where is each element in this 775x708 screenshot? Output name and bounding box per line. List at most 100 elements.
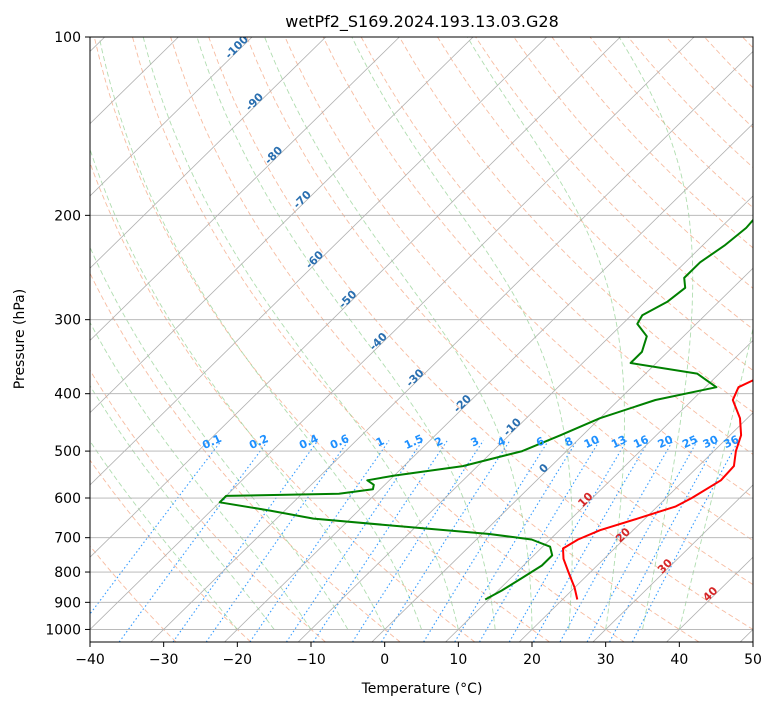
y-tick-label: 1000 <box>45 622 81 638</box>
mixing-ratio-label: 25 <box>680 433 699 451</box>
isotherm-label: -40 <box>367 330 390 353</box>
mixing-ratio-line <box>454 440 578 642</box>
isotherm-line <box>371 267 753 642</box>
isotherm-line <box>90 37 400 342</box>
mixing-ratio-line <box>285 440 424 642</box>
y-axis: 100 200 300 400 500 600 700 800 900 1000 <box>45 30 90 638</box>
mixing-ratio-line <box>90 440 222 615</box>
isotherm-line <box>224 123 753 642</box>
series-layer <box>218 218 753 601</box>
dry-adiabat-line <box>90 545 177 642</box>
isotherm-label: -50 <box>336 288 359 311</box>
y-tick-label: 300 <box>54 313 81 329</box>
dry-adiabat-line <box>475 37 753 330</box>
y-tick-label: 600 <box>54 491 81 507</box>
mixing-ratio-line <box>479 440 600 642</box>
dry-adiabat-line <box>399 37 753 413</box>
isotherm-line <box>150 50 753 642</box>
mixing-ratio-line <box>533 440 650 642</box>
isotherm-label: 30 <box>655 556 675 576</box>
dry-adiabat-line <box>90 161 476 642</box>
mixing-ratio-label: 30 <box>701 433 721 451</box>
mixing-ratio-line <box>508 440 628 642</box>
mixing-ratio-label: 16 <box>631 433 651 451</box>
x-axis-label: Temperature (°C) <box>361 681 483 697</box>
dry-adiabat-line <box>90 369 326 642</box>
isotherm-line <box>445 339 753 642</box>
isotherm-label: -20 <box>451 392 474 415</box>
moist-adiabat-line <box>196 37 496 630</box>
isotherm-label: -90 <box>243 90 266 113</box>
mixing-ratio-label: 13 <box>609 433 628 451</box>
temperature-line <box>562 379 753 600</box>
isotherm-line <box>666 556 753 642</box>
x-tick-label: 20 <box>523 652 541 668</box>
y-tick-label: 800 <box>54 565 81 581</box>
mixing-ratio-line <box>586 440 698 642</box>
dry-adiabat-line <box>704 37 753 89</box>
y-tick-label: 400 <box>54 387 81 403</box>
moist-adiabat-line <box>90 147 386 630</box>
dry-adiabat-line <box>589 37 753 209</box>
mixing-ratio-label: 2 <box>432 434 444 449</box>
isotherm-line <box>518 412 753 642</box>
isotherm-line <box>90 37 695 631</box>
mixing-ratio-line <box>559 440 674 642</box>
moist-adiabat-line <box>90 246 349 630</box>
x-tick-label: −20 <box>223 652 253 668</box>
y-axis-label: Pressure (hPa) <box>12 289 28 389</box>
mixing-ratio-line <box>312 440 448 642</box>
isotherm-line <box>592 484 753 642</box>
isotherm-label: 20 <box>613 525 633 545</box>
isotherm-line <box>90 37 548 486</box>
x-tick-label: 0 <box>380 652 389 668</box>
mixing-ratio-label: 20 <box>656 433 676 451</box>
isotherm-line <box>90 37 474 414</box>
isotherm-line <box>297 195 753 642</box>
x-tick-label: 30 <box>597 652 615 668</box>
dry-adiabat-line <box>246 37 753 586</box>
dry-adiabat-line <box>551 37 753 249</box>
isotherm-line <box>90 37 327 269</box>
chart-title: wetPf2_S169.2024.193.13.03.G28 <box>285 12 559 32</box>
moist-adiabat-line <box>351 37 573 630</box>
dry-adiabat-line <box>93 37 550 642</box>
y-tick-label: 200 <box>54 208 81 224</box>
moist-adiabat-line <box>142 37 459 630</box>
mixing-ratio-label: 1.5 <box>402 432 425 452</box>
y-tick-label: 100 <box>54 30 81 46</box>
isotherm-label: 40 <box>700 584 720 604</box>
dry-adiabat-line <box>132 37 625 642</box>
y-tick-label: 500 <box>54 444 81 460</box>
x-tick-label: −10 <box>296 652 326 668</box>
x-tick-label: 10 <box>449 652 467 668</box>
mixing-ratio-line <box>249 440 390 642</box>
isotherm-label: -60 <box>303 248 326 271</box>
moist-adiabat-line <box>90 384 275 630</box>
mixing-ratio-label: 0.1 <box>200 432 223 452</box>
dry-adiabat-line <box>284 37 753 541</box>
mixing-ratio-label: 0.4 <box>297 432 320 452</box>
moist-adiabat-line <box>90 440 238 630</box>
y-tick-label: 900 <box>54 595 81 611</box>
isotherm-label: -10 <box>501 415 524 438</box>
x-tick-label: 50 <box>744 652 762 668</box>
isotherm-line <box>90 37 253 197</box>
x-axis: −40 −30 −20 −10 0 10 20 30 40 50 <box>75 642 762 668</box>
x-tick-label: −40 <box>75 652 105 668</box>
y-tick-label: 700 <box>54 531 81 547</box>
dry-adiabat-line <box>360 37 753 455</box>
mixing-ratio-label: 10 <box>582 433 602 451</box>
x-tick-label: 40 <box>670 652 688 668</box>
dry-adiabat-line <box>170 37 700 642</box>
isotherm-line <box>739 628 753 642</box>
x-tick-label: −30 <box>149 652 179 668</box>
mixing-ratio-line <box>423 440 549 642</box>
dry-adiabat-line <box>208 37 753 630</box>
mixing-ratio-line <box>352 440 484 642</box>
moist-adiabat-line <box>466 37 625 630</box>
mixing-ratio-label: 36 <box>722 433 742 451</box>
background-lines <box>90 37 753 642</box>
moist-adiabat-line <box>98 37 422 630</box>
